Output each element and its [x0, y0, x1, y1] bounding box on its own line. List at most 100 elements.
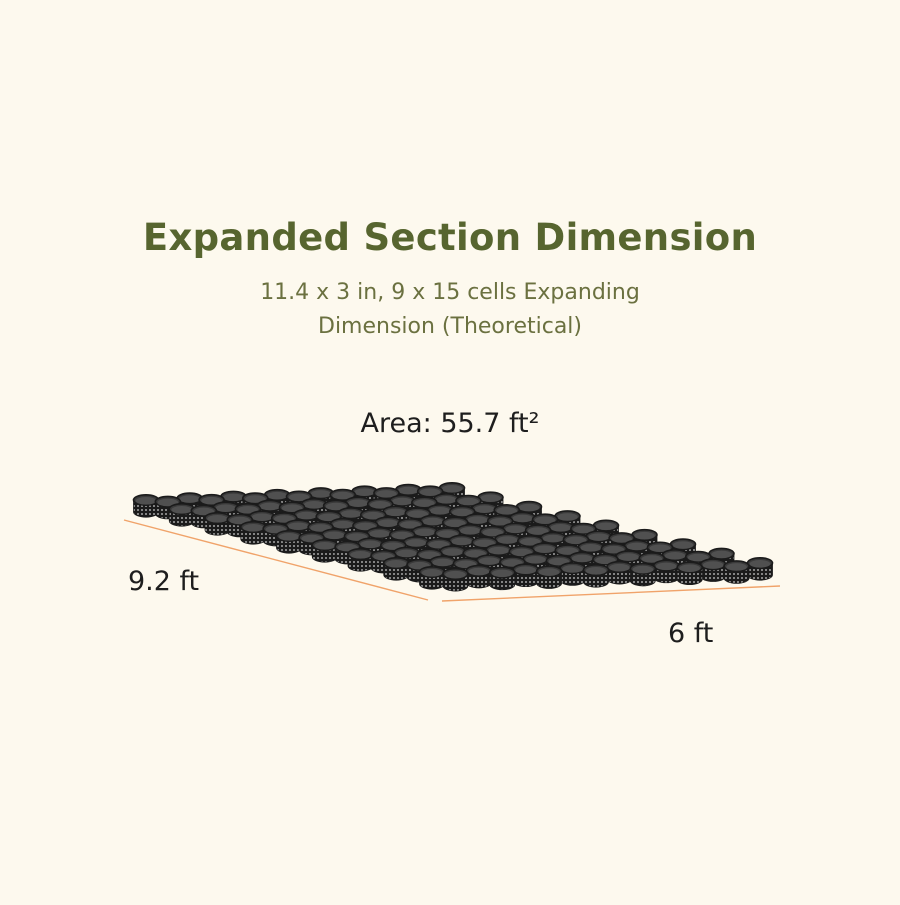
geocell-opening	[259, 502, 281, 511]
geocell-opening	[580, 544, 602, 552]
geocell-opening	[350, 551, 371, 559]
geocell-opening	[749, 560, 771, 568]
geocell-opening	[468, 567, 490, 576]
geocell-opening	[641, 555, 663, 563]
geocell-opening	[396, 549, 417, 558]
geocell-opening	[538, 568, 560, 576]
geocell	[676, 561, 704, 586]
geocell-opening	[480, 494, 501, 502]
depth-dimension-label: 9.2 ft	[128, 566, 200, 597]
geocell	[168, 502, 196, 527]
geocell-opening	[711, 550, 732, 559]
geocell	[347, 547, 374, 572]
geocell-opening	[318, 513, 340, 522]
page-title: Expanded Section Dimension	[142, 216, 758, 259]
geocell-opening	[562, 565, 583, 573]
geocell	[465, 564, 493, 589]
geocell	[311, 538, 339, 563]
geocell-opening	[488, 546, 510, 555]
geocell-opening	[362, 511, 384, 520]
geocell-opening	[432, 558, 454, 567]
geocell-opening	[244, 495, 266, 503]
geocell	[559, 562, 586, 586]
geocell-opening	[296, 511, 317, 520]
geocell-opening	[518, 503, 540, 512]
geocell-opening	[445, 570, 466, 579]
geocell-opening	[340, 510, 362, 518]
geocell-opening	[618, 553, 639, 561]
geocell-opening	[482, 528, 504, 537]
geocell-opening	[585, 567, 607, 575]
geocell-opening	[281, 504, 303, 512]
geocell-opening	[347, 499, 369, 507]
geocell	[699, 558, 727, 582]
geocell-opening	[171, 506, 193, 514]
geocell-opening	[414, 528, 436, 537]
geocell-opening	[397, 486, 419, 495]
geocell-opening	[215, 504, 237, 512]
geocell-opening	[451, 537, 473, 546]
geocell-opening	[505, 525, 526, 534]
geocell-opening	[588, 533, 610, 541]
geocell-opening	[273, 515, 295, 523]
geocell-opening	[687, 553, 709, 562]
geocell-opening	[467, 516, 489, 524]
geocell-opening	[679, 564, 701, 573]
geocell-opening	[237, 506, 259, 514]
geocell	[746, 556, 774, 581]
geocell-opening	[595, 522, 617, 531]
geocell-opening	[323, 531, 345, 540]
geocell-opening	[325, 502, 347, 511]
geocell-opening	[525, 555, 546, 564]
geocell-opening	[266, 491, 288, 500]
geocell	[486, 514, 514, 539]
geocell-opening	[287, 522, 309, 531]
geocell-opening	[649, 544, 671, 553]
geocell-opening	[573, 525, 594, 534]
geocell	[535, 565, 563, 589]
geocell-opening	[511, 548, 533, 557]
geocell	[582, 563, 610, 588]
geocell-opening	[391, 531, 413, 540]
geocell-opening	[542, 534, 564, 543]
geocell-opening	[354, 488, 375, 497]
geocell-opening	[303, 501, 325, 509]
geocell-opening	[251, 513, 273, 521]
geocell-opening	[634, 531, 655, 540]
geocell-opening	[421, 569, 443, 577]
geocell-opening	[360, 540, 381, 549]
geocell	[418, 565, 446, 590]
geocell-opening	[242, 524, 264, 532]
geocell-opening	[369, 501, 391, 509]
geocell-opening	[497, 536, 518, 544]
geocell-opening	[405, 539, 427, 547]
geocell-opening	[441, 485, 463, 493]
geocell-opening	[437, 530, 458, 538]
geocell-opening	[436, 496, 457, 504]
geocell-opening	[419, 488, 441, 496]
geocell	[382, 556, 410, 581]
geocell-opening	[332, 491, 354, 500]
geocell	[606, 560, 633, 585]
geocell	[204, 511, 231, 536]
geocell-opening	[626, 542, 648, 551]
geocell-opening	[496, 507, 518, 515]
geocell-opening	[595, 556, 616, 565]
geocell	[652, 559, 680, 584]
geocell-opening	[609, 563, 630, 572]
geocell-opening	[422, 517, 444, 526]
geocell-opening	[550, 524, 572, 532]
geocell-opening	[726, 563, 747, 571]
geocell	[723, 560, 750, 584]
geocell-opening	[474, 505, 495, 513]
geocell-opening	[391, 497, 413, 506]
geocell-opening	[314, 542, 336, 550]
geocell-opening	[702, 561, 724, 569]
geocell-opening	[400, 521, 421, 529]
geocell	[239, 520, 267, 545]
geocell-opening	[611, 535, 632, 543]
geocell-opening	[288, 493, 310, 502]
geocell-opening	[557, 547, 579, 555]
geocell-opening	[527, 527, 549, 535]
